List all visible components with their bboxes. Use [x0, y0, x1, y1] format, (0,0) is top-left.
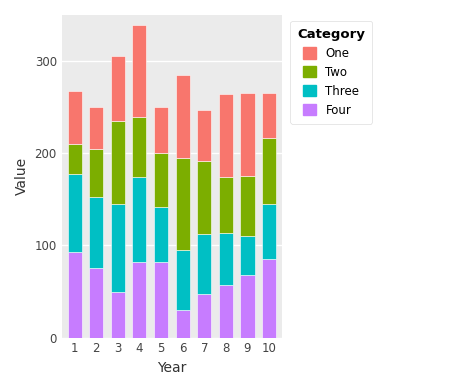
- Bar: [262, 93, 276, 138]
- Bar: [111, 57, 125, 121]
- Bar: [197, 110, 211, 161]
- Bar: [176, 250, 190, 310]
- Bar: [240, 93, 255, 176]
- Bar: [132, 177, 146, 262]
- Bar: [262, 259, 276, 338]
- Bar: [111, 121, 125, 204]
- Bar: [68, 174, 82, 252]
- Bar: [68, 252, 82, 338]
- Bar: [154, 207, 168, 262]
- Legend: One, Two, Three, Four: One, Two, Three, Four: [290, 21, 372, 124]
- Bar: [68, 92, 82, 144]
- Bar: [240, 275, 255, 338]
- Bar: [197, 161, 211, 234]
- Bar: [111, 291, 125, 338]
- Bar: [262, 204, 276, 259]
- Bar: [132, 262, 146, 338]
- Bar: [219, 94, 233, 177]
- Y-axis label: Value: Value: [15, 157, 29, 195]
- Bar: [240, 176, 255, 236]
- Bar: [219, 177, 233, 232]
- Bar: [89, 107, 103, 149]
- Bar: [89, 268, 103, 338]
- Bar: [262, 138, 276, 204]
- Bar: [176, 75, 190, 158]
- Bar: [132, 117, 146, 177]
- Bar: [219, 232, 233, 285]
- Bar: [176, 310, 190, 338]
- Bar: [197, 234, 211, 294]
- Bar: [68, 144, 82, 174]
- Bar: [176, 158, 190, 250]
- Bar: [219, 285, 233, 338]
- Bar: [89, 197, 103, 268]
- Bar: [154, 153, 168, 207]
- Bar: [89, 149, 103, 197]
- Bar: [240, 236, 255, 275]
- Bar: [154, 107, 168, 153]
- Bar: [197, 294, 211, 338]
- Bar: [132, 25, 146, 117]
- Bar: [111, 204, 125, 291]
- Bar: [154, 262, 168, 338]
- X-axis label: Year: Year: [157, 361, 187, 375]
